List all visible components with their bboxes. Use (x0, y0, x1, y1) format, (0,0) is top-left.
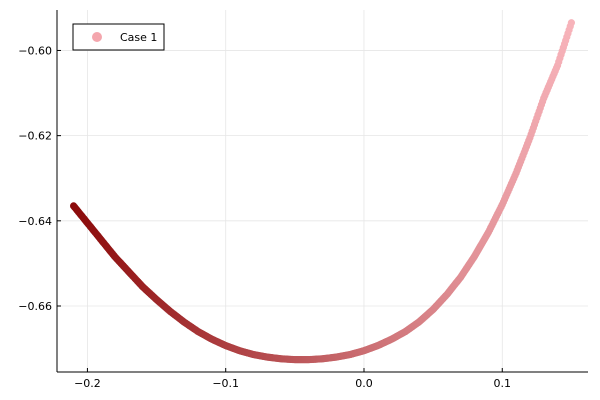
legend-marker (92, 32, 102, 42)
legend-box (72, 23, 165, 51)
grid (57, 10, 588, 372)
y-tick-label: −0.60 (18, 44, 52, 57)
x-tick-label: −0.2 (74, 377, 101, 390)
x-tick-label: 0.1 (494, 377, 512, 390)
legend-label: Case 1 (120, 31, 157, 44)
axes (56, 10, 588, 373)
x-tick-label: 0.0 (355, 377, 373, 390)
y-tick-label: −0.66 (18, 300, 52, 313)
ticks: −0.2 −0.1 0.0 0.1 −0.66 −0.64 −0.62 −0.60 (18, 44, 511, 390)
data-points (69, 19, 576, 364)
legend: Case 1 (72, 23, 165, 51)
y-tick-label: −0.64 (18, 215, 52, 228)
data-point (567, 19, 576, 27)
y-tick-label: −0.62 (18, 130, 52, 143)
x-tick-label: −0.1 (212, 377, 239, 390)
